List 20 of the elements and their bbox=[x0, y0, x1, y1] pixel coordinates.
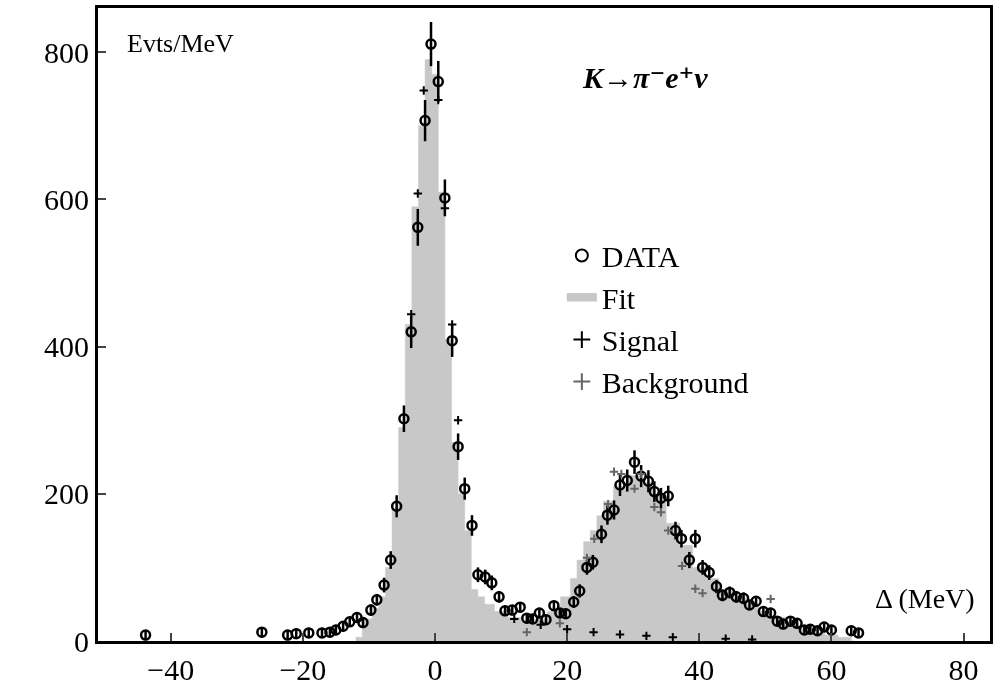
y-tick-label: 800 bbox=[44, 35, 89, 69]
y-tick-label: 0 bbox=[74, 624, 89, 658]
text: K→π⁻e⁺ν bbox=[582, 61, 709, 94]
y-tick-label: 200 bbox=[44, 477, 89, 511]
x-tick-label: 60 bbox=[816, 653, 847, 686]
x-tick-label: 40 bbox=[684, 653, 715, 686]
y-tick-label: 600 bbox=[44, 182, 89, 216]
x-tick-label: 0 bbox=[427, 653, 443, 686]
y-tick-label: 400 bbox=[44, 330, 89, 364]
x-axis-title: Δ (MeV) bbox=[875, 583, 975, 614]
legend-label: Fit bbox=[601, 282, 636, 316]
legend-label: DATA bbox=[601, 240, 680, 274]
x-tick-label: −40 bbox=[147, 653, 195, 686]
y-axis-title: Evts/MeV bbox=[127, 29, 235, 58]
legend-label: Background bbox=[601, 366, 749, 400]
x-tick-label: 20 bbox=[552, 653, 583, 686]
legend-label: Signal bbox=[601, 324, 679, 358]
point bbox=[629, 483, 640, 494]
x-tick-label: 80 bbox=[948, 653, 979, 686]
x-tick-label: −20 bbox=[279, 653, 327, 686]
